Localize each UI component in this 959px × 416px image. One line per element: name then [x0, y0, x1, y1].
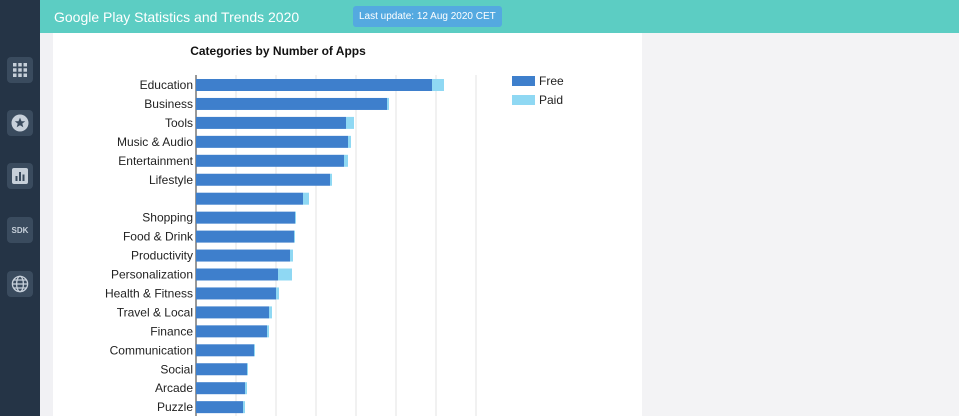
bar-paid[interactable] — [295, 211, 296, 224]
globe-icon — [11, 275, 29, 293]
bar-free[interactable] — [196, 382, 245, 395]
category-label: Entertainment — [118, 154, 193, 168]
category-label: Lifestyle — [149, 173, 193, 187]
bar-paid[interactable] — [344, 154, 348, 167]
bar-free[interactable] — [196, 211, 295, 224]
bar-free[interactable] — [196, 79, 432, 91]
sidebar-item-top-apps[interactable] — [7, 110, 33, 136]
last-update-badge: Last update: 12 Aug 2020 CET — [353, 6, 502, 27]
category-label: Productivity — [131, 249, 193, 263]
bar-free[interactable] — [196, 306, 269, 319]
bar-free[interactable] — [196, 344, 254, 357]
bar-free[interactable] — [196, 116, 346, 129]
bar-paid[interactable] — [346, 116, 354, 129]
category-label: Communication — [110, 343, 193, 357]
category-label: Shopping — [142, 211, 193, 225]
sidebar-item-statistics[interactable] — [7, 163, 33, 189]
category-label: Tools — [165, 116, 193, 130]
bar-free[interactable] — [196, 363, 247, 376]
bar-paid[interactable] — [348, 135, 351, 148]
bar-paid[interactable] — [267, 325, 269, 338]
bar-paid[interactable] — [303, 192, 309, 205]
bar-paid[interactable] — [243, 401, 245, 414]
bar-free[interactable] — [196, 401, 243, 414]
bar-free[interactable] — [196, 325, 267, 338]
bar-free[interactable] — [196, 268, 278, 281]
bar-paid[interactable] — [269, 306, 272, 319]
category-label: Travel & Local — [117, 305, 193, 319]
category-label: Business — [144, 97, 193, 111]
legend-swatch-free — [512, 76, 535, 86]
legend-label-free: Free — [539, 74, 564, 88]
bar-paid[interactable] — [294, 230, 295, 243]
chart-card — [53, 33, 642, 416]
bar-free[interactable] — [196, 154, 344, 167]
bar-paid[interactable] — [290, 249, 293, 262]
category-label: Education — [140, 78, 193, 92]
bar-paid[interactable] — [432, 79, 444, 91]
legend-label-paid: Paid — [539, 93, 563, 107]
sidebar-item-apps[interactable] — [7, 57, 33, 83]
bar-free[interactable] — [196, 97, 387, 110]
bar-paid[interactable] — [247, 363, 248, 376]
bar-paid[interactable] — [245, 382, 247, 395]
chart-title: Categories by Number of Apps — [190, 44, 366, 58]
bar-free[interactable] — [196, 173, 330, 186]
sidebar-item-global[interactable] — [7, 271, 33, 297]
top-bar: Google Play Statistics and Trends 2020 L… — [40, 0, 959, 33]
bar-paid[interactable] — [254, 344, 255, 357]
star-icon — [11, 114, 29, 132]
chart-grid — [235, 75, 477, 416]
categories-bar-chart: Categories by Number of Apps Education Bu… — [105, 44, 564, 416]
category-label: Finance — [150, 324, 193, 338]
bar-chart-icon — [12, 168, 28, 184]
category-label: Arcade — [155, 381, 193, 395]
sidebar-item-sdk[interactable]: SDK — [7, 217, 33, 243]
category-labels: Education Business Tools Music & Audio Enter… — [105, 78, 194, 414]
legend-swatch-paid — [512, 95, 535, 105]
bar-paid[interactable] — [276, 287, 279, 300]
chart-legend: Free Paid — [512, 74, 564, 107]
category-label: Personalization — [111, 268, 193, 282]
category-label: Food & Drink — [123, 230, 194, 244]
category-label: Social — [160, 362, 193, 376]
chart-bars — [196, 79, 444, 414]
bar-free[interactable] — [196, 287, 276, 300]
app-title: Google Play Statistics and Trends 2020 — [54, 9, 300, 25]
bar-paid[interactable] — [278, 268, 292, 281]
sidebar: SDK — [0, 0, 40, 416]
category-label: Health & Fitness — [105, 286, 193, 300]
right-panel — [642, 33, 959, 416]
sdk-icon: SDK — [11, 225, 29, 235]
bar-free[interactable] — [196, 192, 303, 205]
bar-free[interactable] — [196, 230, 294, 243]
bar-paid[interactable] — [330, 173, 332, 186]
category-label: Puzzle — [157, 400, 193, 414]
apps-grid-icon — [13, 63, 27, 77]
bar-paid[interactable] — [387, 97, 389, 110]
bar-free[interactable] — [196, 249, 290, 262]
bar-free[interactable] — [196, 135, 348, 148]
category-label: Music & Audio — [117, 135, 193, 149]
